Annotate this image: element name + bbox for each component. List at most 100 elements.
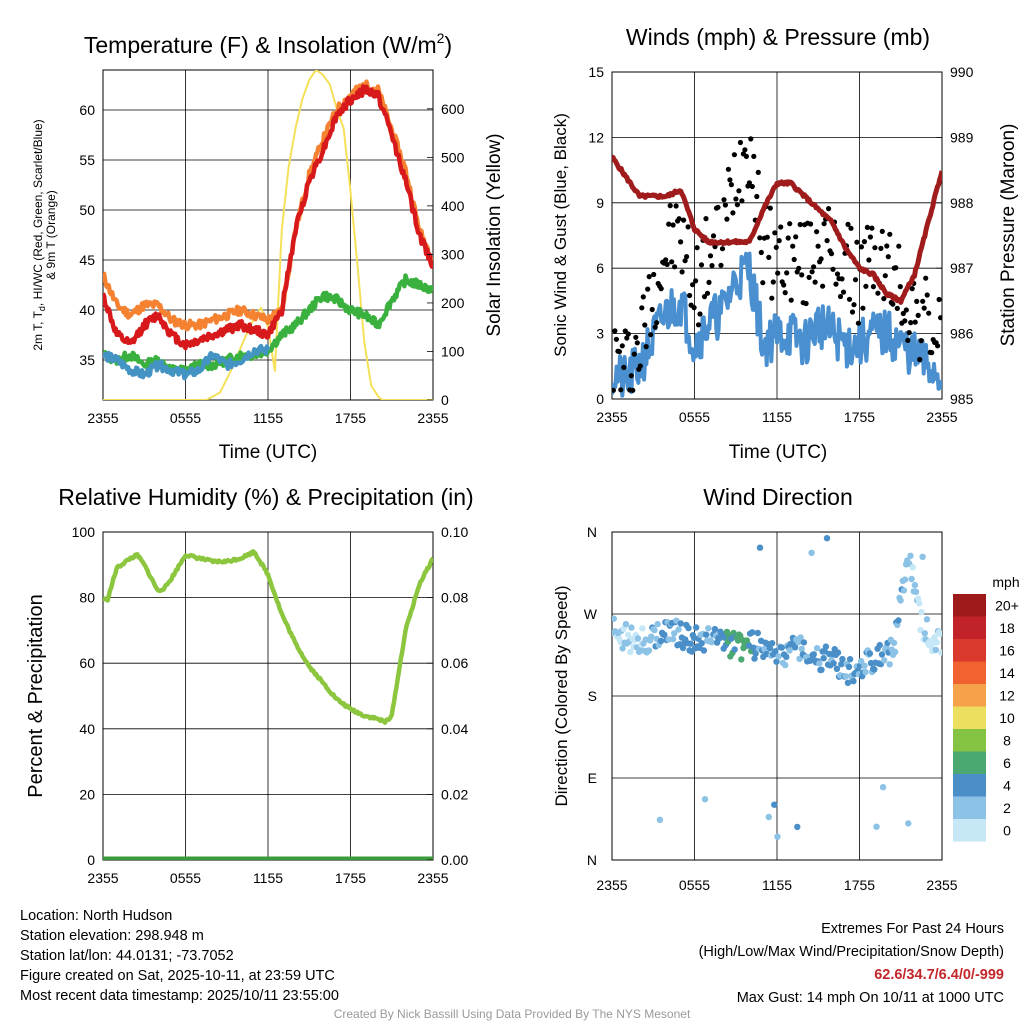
wind-direction-point (766, 645, 774, 652)
gust-point (936, 296, 942, 303)
temperature-chart-title: Temperature (F) & Insolation (W/m2) (84, 30, 452, 58)
wind-direction-point (700, 647, 708, 654)
gust-point (672, 264, 678, 270)
gust-point (855, 320, 862, 326)
legend-label: 16 (999, 642, 1015, 658)
gust-point (730, 210, 736, 216)
wind-direction-point (850, 678, 857, 685)
x-tick-label: 1155 (253, 870, 283, 886)
wind-direction-point (912, 588, 920, 595)
gust-point (664, 261, 670, 267)
wind-direction-point (765, 813, 772, 821)
wind-direction-point (786, 647, 793, 654)
gust-point (646, 274, 652, 280)
gust-point (669, 259, 675, 265)
wind-direction-point (651, 626, 658, 634)
gust-point (885, 254, 891, 260)
wind-direction-point (881, 657, 888, 664)
legend-swatch (953, 819, 986, 842)
extremes-subtitle: (High/Low/Max Wind/Precipitation/Snow De… (698, 944, 1004, 960)
wind-direction-point (833, 665, 841, 672)
station-latlon: Station lat/lon: 44.0131; -73.7052 (20, 948, 234, 964)
wind-direction-point (634, 635, 642, 642)
gust-point (625, 331, 631, 337)
gust-point (704, 290, 711, 296)
gust-point (879, 228, 885, 234)
legend-swatch (953, 729, 986, 752)
gust-point (806, 274, 812, 280)
y2-tick-label: 0.08 (441, 590, 468, 606)
gust-point (612, 387, 616, 393)
gust-point (788, 297, 794, 303)
y-tick-label: 40 (79, 302, 95, 318)
wind-direction-point (711, 625, 719, 633)
gust-point (695, 322, 702, 328)
legend-label: 0 (1003, 822, 1011, 838)
wind-direction-point (911, 581, 919, 589)
wind-direction-point (756, 544, 764, 551)
legend-label: 10 (999, 710, 1015, 726)
y-tick-label: 20 (79, 786, 95, 802)
gust-point (707, 253, 714, 259)
wind-direction-point (754, 629, 761, 637)
wind-direction-point (783, 653, 790, 660)
winds-y-axis-label: Sonic Wind & Gust (Blue, Black) (551, 113, 570, 357)
wind-direction-point (628, 624, 635, 631)
humidity-chart-title: Relative Humidity (%) & Precipitation (i… (58, 484, 473, 510)
wind-direction-point (661, 631, 668, 638)
wind-direction-point (857, 657, 865, 665)
legend-label: 20+ (995, 597, 1019, 613)
wind-direction-point (879, 784, 887, 791)
wind-direction-point (878, 651, 886, 658)
figure-created: Figure created on Sat, 2025-10-11, at 23… (20, 968, 335, 984)
gust-point (846, 296, 853, 302)
x-tick-label: 1155 (762, 409, 792, 425)
gust-point (767, 205, 773, 211)
gust-point (784, 270, 790, 276)
gust-point (682, 258, 688, 264)
y-tick-label: 12 (588, 129, 604, 145)
2m-temperature-line (103, 84, 433, 351)
gust-point (681, 217, 687, 223)
pressure-y-axis-label: Station Pressure (Maroon) (998, 124, 1019, 347)
y2-tick-label: 200 (441, 295, 465, 311)
station-elevation: Station elevation: 298.948 m (20, 928, 204, 944)
legend-label: 4 (1003, 777, 1011, 793)
x-tick-label: 0555 (170, 410, 201, 426)
x-tick-label: 2355 (926, 409, 957, 425)
gust-point (918, 338, 924, 344)
gust-point (727, 177, 733, 183)
winds-pressure-panel: Winds (mph) & Pressure (mb) 2355 0555 1155… (551, 24, 1019, 463)
wind-direction-point (886, 661, 893, 668)
gust-point (845, 221, 851, 227)
x-tick-label: 1755 (335, 410, 366, 426)
legend-swatch (953, 639, 986, 662)
y-tick-label: 9 (596, 195, 604, 211)
x-tick-label: 1755 (335, 870, 366, 886)
gust-point (781, 282, 787, 288)
y2-tick-label: 100 (441, 343, 465, 359)
gust-point (645, 286, 651, 292)
wind-direction-point (823, 535, 831, 542)
wind-direction-point (768, 640, 776, 647)
wind-direction-point (778, 644, 786, 651)
gust-point (637, 363, 643, 369)
wind-direction-point (639, 625, 646, 632)
wind-direction-point (810, 651, 817, 658)
wind-direction-point (791, 644, 799, 651)
gust-point (724, 216, 730, 222)
gust-point (849, 309, 856, 315)
gust-point (882, 273, 888, 279)
wind-direction-panel: Wind Direction 2355 0555 1155 1755 2355 N E S W N… (552, 484, 1020, 893)
gust-point (670, 222, 676, 228)
wind-direction-point (749, 629, 756, 636)
gust-point (854, 239, 860, 245)
gust-point (785, 235, 791, 241)
wind-direction-point (622, 620, 630, 628)
gust-point (863, 283, 869, 289)
temperature-x-axis-label: Time (UTC) (219, 442, 318, 463)
station-pressure-line (612, 154, 942, 305)
gust-point (633, 334, 639, 340)
x-tick-label: 2355 (417, 870, 448, 886)
wind-direction-point (931, 634, 938, 641)
